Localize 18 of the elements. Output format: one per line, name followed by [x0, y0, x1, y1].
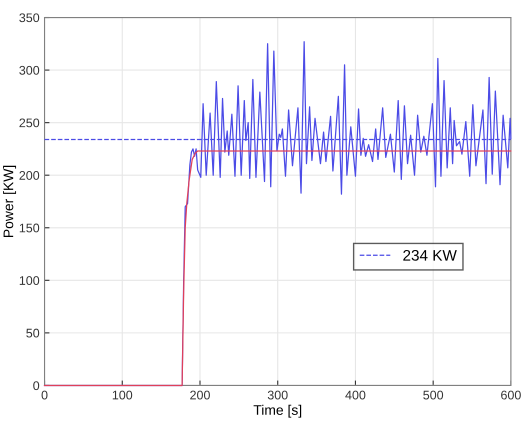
y-tick-label: 200	[19, 171, 40, 180]
y-tick-label: 300	[19, 66, 40, 75]
x-tick-label: 0	[42, 390, 48, 400]
x-tick-label: 400	[345, 390, 366, 400]
y-axis-title: Power [KW]	[3, 166, 16, 237]
y-tick-label: 50	[26, 328, 40, 338]
x-tick-label: 100	[112, 390, 132, 400]
y-tick-label: 250	[19, 118, 40, 128]
x-tick-label: 200	[190, 390, 210, 400]
x-tick-label: 300	[268, 390, 288, 400]
y-tick-label: 150	[20, 224, 40, 232]
y-tick-label: 100	[20, 276, 40, 285]
x-tick-label: 500	[423, 390, 444, 400]
x-axis-title: Time [s]	[254, 404, 302, 418]
x-tick-label: 600	[501, 390, 521, 400]
y-tick-label: 350	[19, 13, 40, 22]
legend-label: 234 KW	[403, 250, 457, 261]
y-tick-label: 0	[33, 381, 40, 390]
